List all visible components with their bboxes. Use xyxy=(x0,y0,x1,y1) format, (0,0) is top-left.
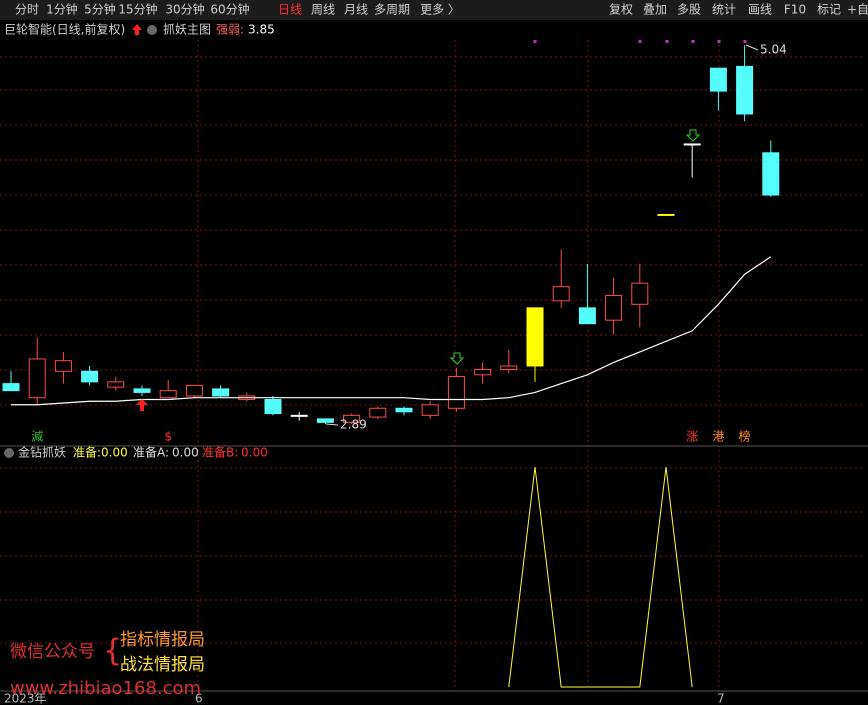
tool-button[interactable]: 复权 xyxy=(609,3,633,17)
tool-button[interactable]: 多股 xyxy=(677,3,701,17)
top-dot xyxy=(665,40,669,43)
candle-body xyxy=(81,370,99,383)
candle-body xyxy=(28,358,46,399)
tool-button[interactable]: 叠加 xyxy=(643,3,667,17)
candle-body xyxy=(605,295,623,321)
period-tab[interactable]: 日线 xyxy=(278,3,302,17)
indicator-value: 0.00 xyxy=(241,446,268,460)
period-tab[interactable]: 1分钟 xyxy=(46,2,78,17)
tool-button[interactable]: 标记 xyxy=(817,3,841,17)
candle-body xyxy=(343,414,361,423)
candle-body xyxy=(159,390,177,399)
period-tab[interactable]: 15分钟 xyxy=(118,2,157,17)
signal-label: $ xyxy=(164,430,172,444)
low-pointer xyxy=(325,423,339,426)
up-arrow-icon xyxy=(132,24,142,35)
down-arrow xyxy=(449,352,465,365)
tool-button[interactable]: +自 xyxy=(847,3,868,17)
period-tab[interactable]: 30分钟 xyxy=(165,2,204,17)
toolbar xyxy=(0,0,868,20)
signal-label: 榜 xyxy=(739,429,751,444)
signal-label: 港 xyxy=(712,430,724,444)
collapse-icon xyxy=(147,25,157,35)
indicator-panel-name: 金钻抓妖 xyxy=(18,445,66,460)
period-tab[interactable]: 60分钟 xyxy=(210,2,249,17)
period-tab[interactable]: 更多 〉 xyxy=(420,3,460,17)
candle-body xyxy=(683,143,701,146)
low-label: 2.89 xyxy=(340,418,367,432)
signal-label: 減 xyxy=(31,429,43,444)
candle-body xyxy=(2,383,20,392)
candle-body xyxy=(709,67,727,92)
period-tab[interactable]: 多周期 xyxy=(374,3,410,17)
collapse-icon xyxy=(4,448,14,458)
stock-name: 巨轮智能(日线,前复权) xyxy=(4,22,125,37)
strength-value: 3.85 xyxy=(248,23,275,37)
signal-label: 涨 xyxy=(686,429,698,444)
watermark-line: 战法情报局 xyxy=(120,655,205,675)
indicator-name: 抓妖主图 xyxy=(163,23,211,37)
top-dot xyxy=(717,40,721,43)
candle-body xyxy=(369,407,387,418)
indicator-label: 准备B: xyxy=(202,446,238,460)
candle-body xyxy=(185,384,203,397)
candle-body xyxy=(107,381,125,388)
down-arrow xyxy=(685,129,701,142)
watermark-brace: { xyxy=(103,634,122,669)
indicator-label: 准备A: xyxy=(133,446,169,460)
indicator-value: 0.00 xyxy=(172,446,199,460)
top-dot xyxy=(533,40,537,43)
x-axis-label: 7 xyxy=(717,692,725,705)
candle-body xyxy=(316,418,334,423)
ma-line xyxy=(11,256,772,406)
top-dot xyxy=(691,40,695,43)
period-tab[interactable]: 分时 xyxy=(15,3,39,17)
candle-body xyxy=(736,65,754,115)
candle-body xyxy=(290,414,308,417)
candle-body xyxy=(526,307,544,367)
candle-body xyxy=(578,307,596,325)
indicator-value: 0.00 xyxy=(101,446,128,460)
high-pointer xyxy=(745,44,759,51)
x-axis-label: 6 xyxy=(195,692,203,705)
top-dot xyxy=(638,40,642,43)
x-axis-label: 2023年 xyxy=(4,692,47,705)
tool-button[interactable]: 画线 xyxy=(748,3,772,17)
candle-body xyxy=(631,282,649,305)
watermark-url: www.zhibiao168.com xyxy=(10,678,201,699)
watermark-line: 指标情报局 xyxy=(120,630,205,650)
high-label: 5.04 xyxy=(760,43,787,57)
candle-body xyxy=(762,152,780,196)
period-tab[interactable]: 5分钟 xyxy=(84,2,116,17)
candle-body xyxy=(133,388,151,393)
indicator-label: 准备: xyxy=(73,446,101,460)
candle-body xyxy=(264,398,282,415)
period-tab[interactable]: 月线 xyxy=(344,3,368,17)
strength-label: 强弱: xyxy=(216,23,244,37)
candle-body xyxy=(474,369,492,376)
candle-body xyxy=(54,360,72,372)
indicator-line xyxy=(508,466,693,688)
tool-button[interactable]: F10 xyxy=(784,3,806,17)
candle-body xyxy=(421,404,439,416)
candle-body xyxy=(447,376,465,409)
buy-arrow xyxy=(136,399,148,411)
candle-body xyxy=(212,388,230,397)
candle-body xyxy=(500,365,518,371)
candle-body xyxy=(657,213,675,216)
period-tab[interactable]: 周线 xyxy=(311,3,335,17)
watermark-label: 微信公众号 xyxy=(10,642,95,662)
tool-button[interactable]: 统计 xyxy=(712,3,736,17)
candle-body xyxy=(395,407,413,413)
candle-body xyxy=(552,286,570,302)
top-dot xyxy=(743,40,747,43)
